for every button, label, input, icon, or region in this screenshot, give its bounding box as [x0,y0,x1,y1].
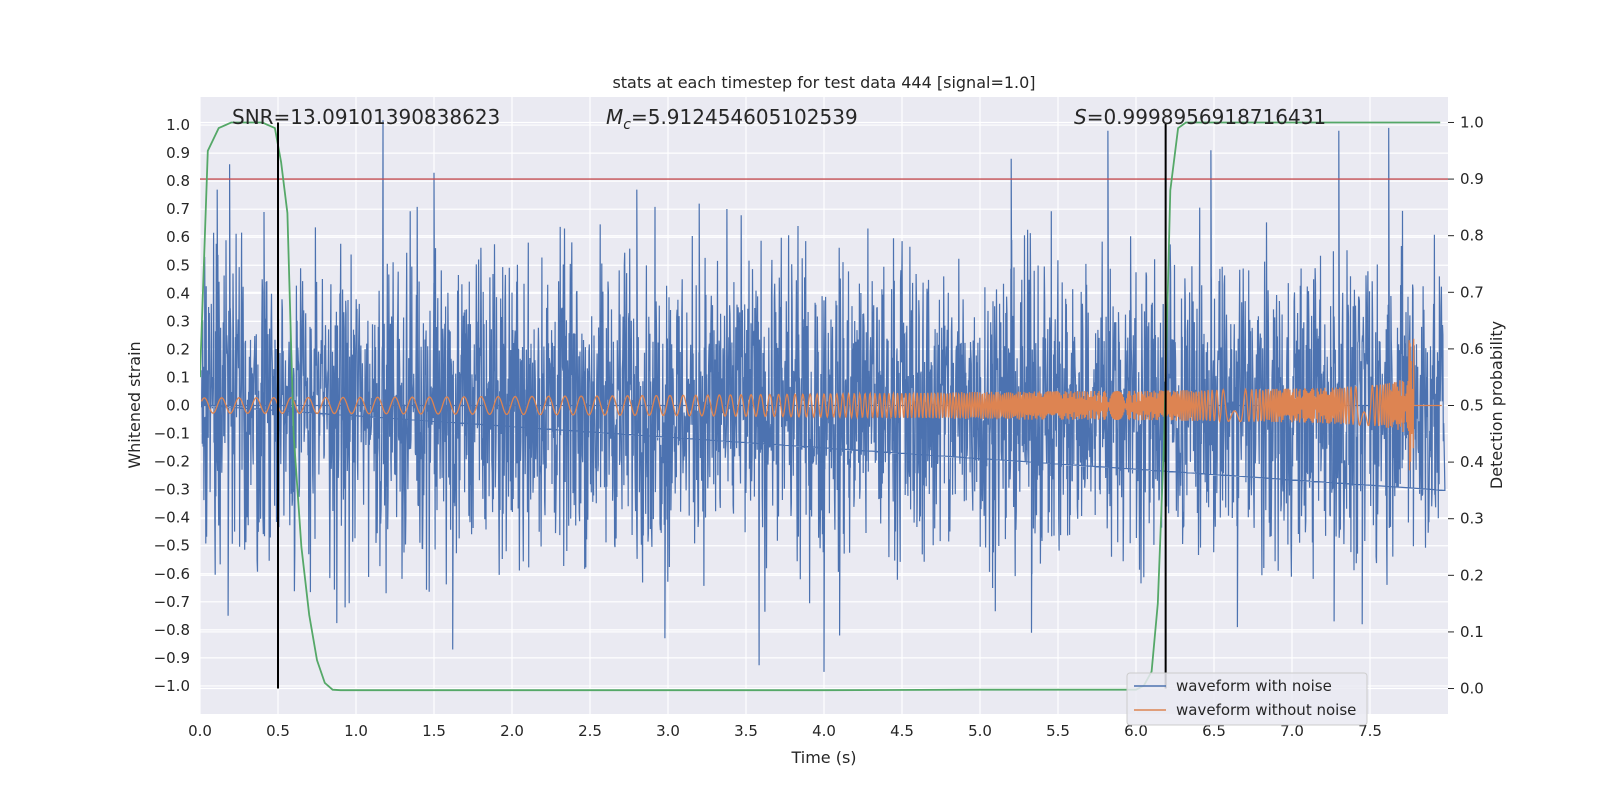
right-tick-label-3: 0.3 [1460,510,1484,528]
right-tick-label-4: 0.4 [1460,453,1484,471]
left-tick-label-11: −0.1 [154,425,190,443]
waveform-without-noise-line [201,338,1442,471]
chirp-mass-annotation: Mc=5.912454605102539 [606,105,858,133]
s-value: =0.9998956918716431 [1087,105,1326,129]
x-tick-label-15: 7.5 [1358,722,1382,740]
left-tick-label-2: 0.8 [166,172,190,190]
left-tick-label-12: −0.2 [154,453,190,471]
x-tick-label-10: 5.0 [968,722,992,740]
x-tick-label-3: 1.5 [422,722,446,740]
x-axis-label: Time (s) [790,748,856,767]
left-tick-label-14: −0.4 [154,509,190,527]
right-tick-label-9: 0.9 [1460,170,1484,188]
left-tick-label-4: 0.6 [166,228,190,246]
right-tick-label-0: 0.0 [1460,680,1484,698]
chirp-mass-symbol: M [606,105,623,129]
chart-title: stats at each timestep for test data 444… [612,73,1035,92]
chirp-mass-subscript: c [623,117,631,133]
left-tick-label-15: −0.5 [154,537,190,555]
vertical-markers [277,122,1167,689]
left-tick-label-7: 0.3 [166,312,190,330]
right-tick-label-5: 0.5 [1460,397,1484,415]
x-tick-label-1: 0.5 [266,722,290,740]
left-tick-label-10: 0.0 [166,397,190,415]
legend-label-noise: waveform with noise [1176,677,1332,695]
right-axis-ticks: 0.0 0.1 0.2 0.3 0.4 0.5 0.6 0.7 0.8 0.9 1.0 [1448,113,1484,698]
x-tick-label-2: 1.0 [344,722,368,740]
x-tick-label-5: 2.5 [578,722,602,740]
x-tick-label-13: 6.5 [1202,722,1226,740]
left-axis-label: Whitened strain [125,341,144,468]
legend: waveform with noise waveform without noi… [1126,672,1368,726]
x-tick-label-9: 4.5 [890,722,914,740]
legend-box [1126,672,1368,726]
right-tick-label-8: 0.8 [1460,227,1484,245]
right-tick-label-6: 0.6 [1460,340,1484,358]
x-tick-label-6: 3.0 [656,722,680,740]
x-tick-label-11: 5.5 [1046,722,1070,740]
x-tick-label-4: 2.0 [500,722,524,740]
right-tick-label-2: 0.2 [1460,566,1484,584]
left-tick-label-19: −0.9 [154,649,190,667]
left-tick-label-17: −0.7 [154,593,190,611]
waveform-with-noise-line [201,120,1446,672]
snr-annotation: SNR=13.09101390838623 [232,105,500,129]
x-tick-label-0: 0.0 [188,722,212,740]
x-axis-ticks: 0.0 0.5 1.0 1.5 2.0 2.5 3.0 3.5 4.0 4.5 5.0 5.5 6.0 6… [188,722,1382,740]
left-tick-label-16: −0.6 [154,565,190,583]
x-tick-label-7: 3.5 [734,722,758,740]
s-annotation: S=0.9998956918716431 [1074,105,1326,129]
s-symbol: S [1074,105,1087,129]
right-axis-label: Detection probability [1487,321,1506,489]
left-tick-label-18: −0.8 [154,621,190,639]
left-tick-label-20: −1.0 [154,677,190,695]
x-tick-label-12: 6.0 [1124,722,1148,740]
left-tick-label-8: 0.2 [166,340,190,358]
left-tick-label-6: 0.4 [166,284,190,302]
left-tick-label-13: −0.3 [154,481,190,499]
left-tick-label-1: 0.9 [166,144,190,162]
legend-label-clean: waveform without noise [1176,701,1356,719]
left-tick-label-3: 0.7 [166,200,190,218]
x-tick-label-8: 4.0 [812,722,836,740]
right-tick-label-1: 0.1 [1460,623,1484,641]
left-axis-ticks: 1.0 0.9 0.8 0.7 0.6 0.5 0.4 0.3 0.2 0.1 0.0 −0.1 −0.… [154,116,190,695]
detection-probability-line [200,121,1441,692]
left-tick-label-5: 0.5 [166,256,190,274]
right-tick-label-10: 1.0 [1460,113,1484,131]
chirp-mass-value: =5.912454605102539 [631,105,858,129]
left-tick-label-9: 0.1 [166,368,190,386]
right-tick-label-7: 0.7 [1460,283,1484,301]
left-tick-label-0: 1.0 [166,116,190,134]
x-tick-label-14: 7.0 [1280,722,1304,740]
